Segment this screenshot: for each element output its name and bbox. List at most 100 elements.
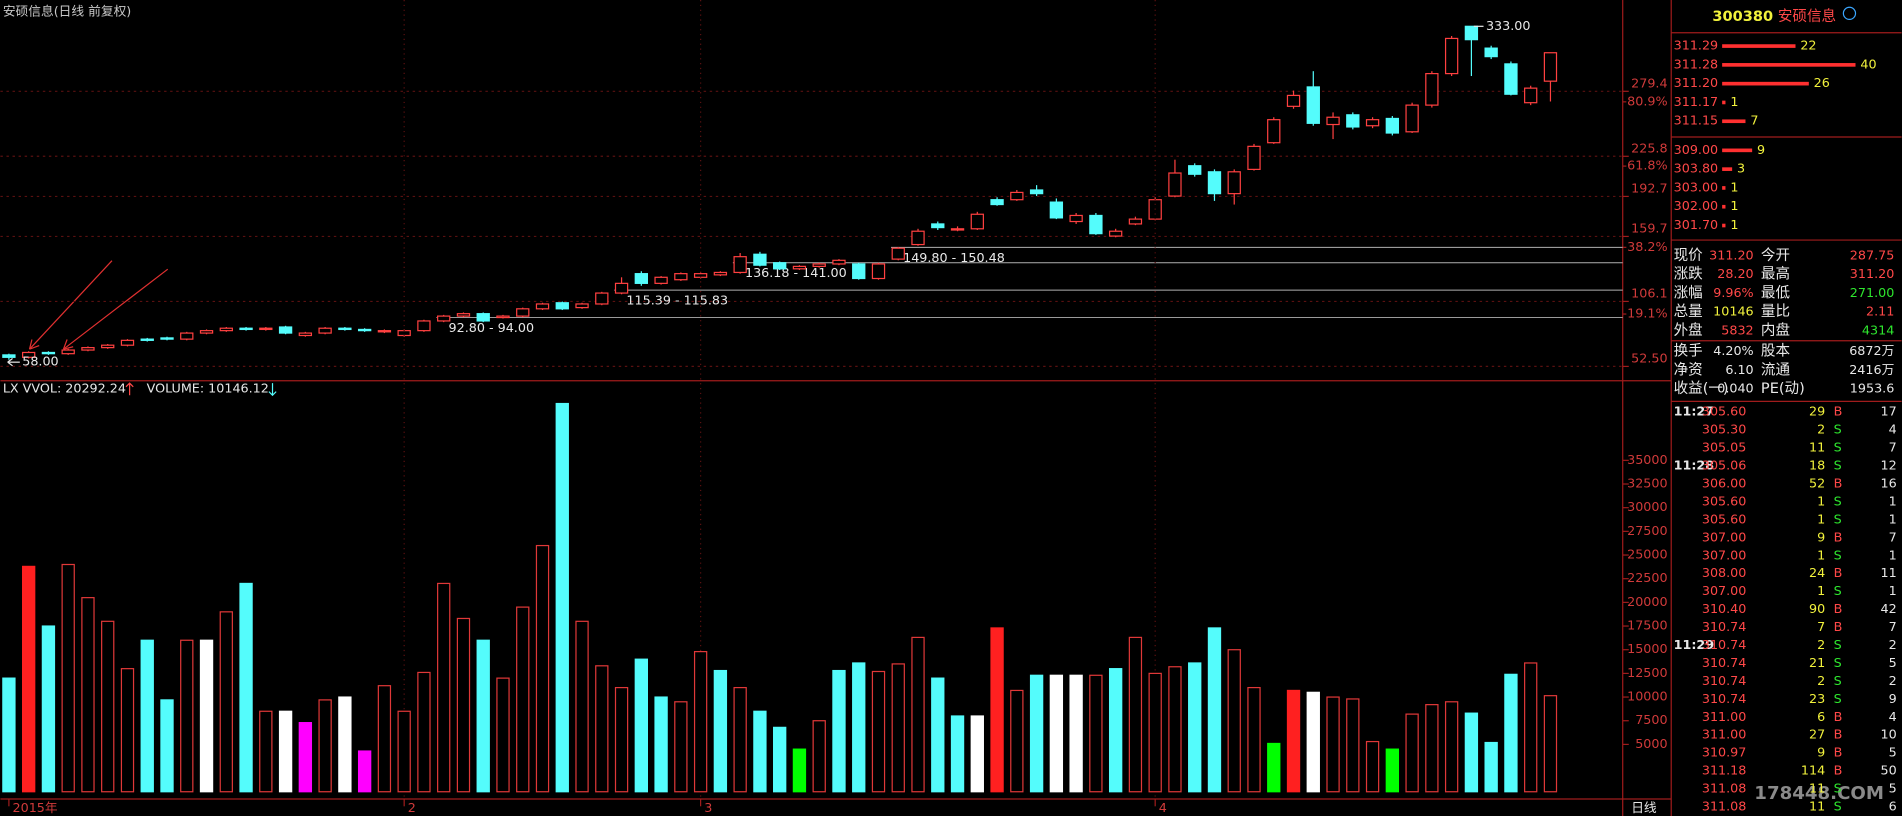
candle-body <box>1168 172 1182 197</box>
stat-label: 现价 <box>1674 248 1704 264</box>
stat-label: 涨幅 <box>1674 284 1703 301</box>
candle-body <box>1207 171 1222 195</box>
stat-label: 换手 <box>1674 343 1703 360</box>
tick-side: S <box>1834 494 1842 509</box>
volume-bar <box>693 651 708 793</box>
tick-price: 311.18 <box>1702 764 1747 779</box>
candle-body <box>852 263 866 280</box>
book-price: 311.15 <box>1674 114 1719 129</box>
candle-body <box>970 213 984 230</box>
stat-value: 4.20% <box>1713 344 1753 359</box>
candle-body <box>180 332 194 340</box>
annotation-arrow <box>63 268 169 350</box>
x-tick-label: 4 <box>1159 801 1167 816</box>
candle-body <box>1286 94 1301 107</box>
tick-count: 5 <box>1889 782 1897 797</box>
tick-volume: 6 <box>1817 710 1825 725</box>
candle-body <box>1543 52 1558 82</box>
volume-bar <box>101 620 115 793</box>
volume-bar <box>21 565 36 793</box>
volume-bar <box>773 726 787 793</box>
candle-body <box>773 262 787 270</box>
tick-side: S <box>1834 656 1842 671</box>
volume-bar <box>1286 689 1301 793</box>
tick-price: 311.00 <box>1702 728 1747 743</box>
tick-volume: 21 <box>1809 656 1825 671</box>
candle-body <box>437 315 451 322</box>
volume-bar <box>417 671 431 793</box>
book-volume: 40 <box>1860 57 1876 72</box>
stat-label: 涨跌 <box>1674 266 1704 283</box>
y-tick-label: 35000 <box>1627 453 1667 468</box>
volume-bar <box>338 696 352 793</box>
volume-bar <box>1405 713 1419 793</box>
volume-bar <box>377 685 392 793</box>
volume-bar <box>575 620 589 793</box>
candle-body <box>595 292 609 305</box>
volume-bar <box>496 677 510 793</box>
candle-body <box>476 313 490 322</box>
volume-bar <box>1010 689 1024 793</box>
candle-body <box>1484 47 1498 58</box>
candle-body <box>950 228 965 231</box>
candle-body <box>1227 171 1241 195</box>
book-volume: 26 <box>1814 76 1830 91</box>
tick-side: B <box>1834 746 1843 761</box>
candle-body <box>278 326 293 334</box>
book-price: 311.17 <box>1674 95 1719 110</box>
candle-body <box>1405 104 1419 133</box>
level-label: 61.8% <box>1627 159 1667 174</box>
tick-count: 4 <box>1889 710 1897 725</box>
tick-volume: 9 <box>1817 530 1825 545</box>
candle-body <box>219 327 233 332</box>
candle-body <box>812 263 826 267</box>
tick-side: S <box>1834 459 1842 474</box>
tick-volume: 2 <box>1817 423 1825 438</box>
tick-volume: 2 <box>1817 638 1825 653</box>
stat-value: 28.20 <box>1717 267 1753 282</box>
tick-price: 311.08 <box>1702 800 1747 815</box>
y-tick-label: 12500 <box>1627 666 1667 681</box>
book-price: 309.00 <box>1674 143 1719 158</box>
book-volume-bar <box>1722 81 1809 86</box>
y-tick-label: 10000 <box>1627 690 1667 705</box>
tick-time: 11:27 <box>1674 405 1715 420</box>
tick-count: 7 <box>1889 530 1897 545</box>
stat-label: 今开 <box>1761 247 1790 264</box>
tick-volume: 27 <box>1809 728 1825 743</box>
stat-value: 6.10 <box>1725 363 1753 378</box>
volume-bar <box>792 748 807 793</box>
volume-bar <box>1306 691 1320 793</box>
tick-price: 310.40 <box>1702 602 1747 617</box>
candle-body <box>160 337 174 340</box>
info-icon[interactable] <box>1842 6 1857 21</box>
volume-bar <box>595 665 609 793</box>
book-volume-bar <box>1722 167 1733 171</box>
book-volume-bar <box>1722 148 1753 153</box>
candle-body <box>1247 145 1261 170</box>
tick-side: S <box>1834 674 1842 689</box>
range-label: 115.39 - 115.83 <box>626 294 728 309</box>
volume-bar <box>1188 662 1202 793</box>
chart-title: 安硕信息(日线 前复权) <box>3 4 131 20</box>
annotation-arrow-head <box>28 339 40 350</box>
range-label: 92.80 - 94.00 <box>449 321 535 336</box>
book-volume: 7 <box>1750 114 1758 129</box>
candle-body <box>516 308 530 317</box>
stat-value: 287.75 <box>1850 248 1895 263</box>
volume-bar <box>1049 674 1064 793</box>
candle-body <box>1326 116 1340 126</box>
book-price: 311.28 <box>1674 57 1719 72</box>
range-label: 149.80 - 150.48 <box>903 251 1005 266</box>
book-volume-bar <box>1722 63 1856 67</box>
book-price: 301.70 <box>1674 218 1719 233</box>
volume-bar <box>1524 662 1538 793</box>
candle-body <box>1010 191 1024 201</box>
candle-body <box>1464 25 1479 41</box>
volume-bar <box>832 669 846 793</box>
volume-bar <box>1069 674 1083 793</box>
candle-body <box>417 320 431 332</box>
candle-body <box>753 253 767 266</box>
low-marker-head <box>7 358 13 367</box>
y-tick-label: 15000 <box>1627 642 1667 657</box>
